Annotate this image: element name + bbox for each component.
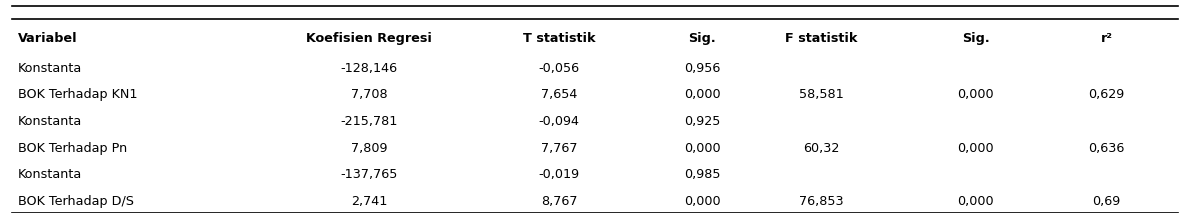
Text: 7,809: 7,809 (351, 141, 387, 155)
Text: 0,636: 0,636 (1089, 141, 1125, 155)
Text: Konstanta: Konstanta (18, 168, 82, 181)
Text: -0,094: -0,094 (539, 115, 580, 128)
Text: 0,000: 0,000 (958, 141, 994, 155)
Text: r²: r² (1101, 32, 1113, 45)
Text: -0,056: -0,056 (539, 62, 580, 75)
Text: 0,629: 0,629 (1089, 88, 1125, 101)
Text: BOK Terhadap D/S: BOK Terhadap D/S (18, 195, 133, 208)
Text: Variabel: Variabel (18, 32, 77, 45)
Text: 7,654: 7,654 (541, 88, 577, 101)
Text: 0,69: 0,69 (1092, 195, 1121, 208)
Text: 60,32: 60,32 (803, 141, 839, 155)
Text: 7,708: 7,708 (351, 88, 387, 101)
Text: 0,000: 0,000 (684, 88, 720, 101)
Text: 2,741: 2,741 (351, 195, 387, 208)
Text: -128,146: -128,146 (340, 62, 397, 75)
Text: 0,000: 0,000 (684, 195, 720, 208)
Text: 0,925: 0,925 (684, 115, 720, 128)
Text: Sig.: Sig. (962, 32, 990, 45)
Text: -215,781: -215,781 (340, 115, 397, 128)
Text: Konstanta: Konstanta (18, 62, 82, 75)
Text: 7,767: 7,767 (541, 141, 577, 155)
Text: -0,019: -0,019 (539, 168, 580, 181)
Text: 58,581: 58,581 (798, 88, 844, 101)
Text: F statistik: F statistik (785, 32, 857, 45)
Text: 0,000: 0,000 (958, 88, 994, 101)
Text: T statistik: T statistik (524, 32, 595, 45)
Text: 0,000: 0,000 (958, 195, 994, 208)
Text: BOK Terhadap KN1: BOK Terhadap KN1 (18, 88, 137, 101)
Text: 0,956: 0,956 (684, 62, 720, 75)
Text: 76,853: 76,853 (798, 195, 844, 208)
Text: 8,767: 8,767 (541, 195, 577, 208)
Text: 0,000: 0,000 (684, 141, 720, 155)
Text: Sig.: Sig. (688, 32, 716, 45)
Text: Koefisien Regresi: Koefisien Regresi (306, 32, 432, 45)
Text: -137,765: -137,765 (340, 168, 397, 181)
Text: Konstanta: Konstanta (18, 115, 82, 128)
Text: 0,985: 0,985 (684, 168, 720, 181)
Text: BOK Terhadap Pn: BOK Terhadap Pn (18, 141, 127, 155)
